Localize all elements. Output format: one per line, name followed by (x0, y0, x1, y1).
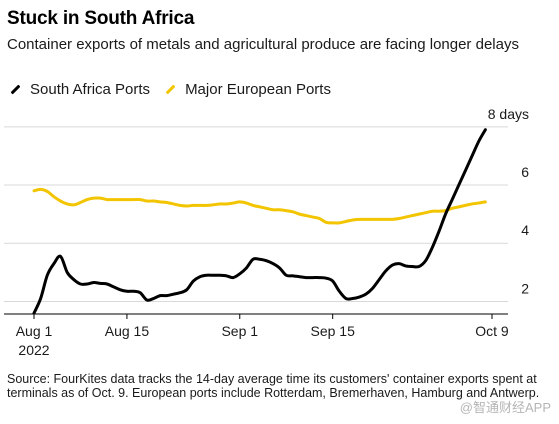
y-tick-label: 6 (521, 164, 529, 180)
legend-item-south-africa: South Africa Ports (7, 81, 150, 98)
x-tick-label: Oct 9 (475, 323, 509, 339)
x-tick-label: Sep 1 (221, 323, 258, 339)
y-tick-label: 2 (521, 280, 529, 296)
source-note: Source: FourKites data tracks the 14-day… (7, 372, 540, 400)
x-tick-label: Sep 15 (311, 323, 356, 339)
x-tick-label: Aug 1 (16, 323, 53, 339)
series-line-south-africa (32, 128, 487, 315)
legend-label-european: Major European Ports (185, 80, 331, 98)
legend-swatch-south-africa (10, 84, 21, 94)
legend-item-european: Major European Ports (162, 81, 331, 98)
chart-title: Stuck in South Africa (7, 8, 195, 29)
y-tick-label: 8 days (488, 106, 529, 122)
legend-label-south-africa: South Africa Ports (30, 80, 151, 98)
line-chart: 2 4 6 8 days Aug 1 2022 Aug 15 Sep 1 Sep 15 Oct 9 (4, 106, 529, 358)
x-tick-sublabel: 2022 (18, 342, 49, 358)
y-tick-label: 4 (521, 222, 529, 238)
x-tick-label: Aug 15 (105, 323, 150, 339)
chart-legend: South Africa Ports Major European Ports (7, 80, 343, 98)
watermark: @智通财经APP (459, 400, 551, 415)
legend-swatch-european (165, 84, 176, 94)
series-line-european (32, 187, 487, 225)
chart-subtitle: Container exports of metals and agricult… (7, 36, 519, 53)
